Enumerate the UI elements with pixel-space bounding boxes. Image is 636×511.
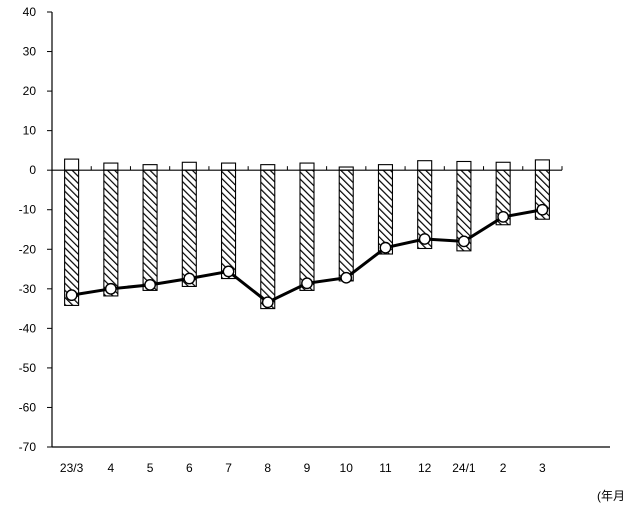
line-marker	[301, 277, 313, 290]
x-tick-label: 3	[539, 461, 546, 475]
x-tick-label: 12	[418, 461, 432, 475]
line-marker	[183, 272, 196, 285]
hatched-bar	[142, 169, 158, 291]
x-tick-label: 4	[108, 461, 115, 475]
white-bar	[534, 159, 550, 171]
x-tick-label: 23/3	[60, 461, 84, 475]
x-tick-label: 7	[225, 461, 232, 475]
line-marker	[104, 282, 117, 295]
white-bar	[377, 164, 394, 171]
line-marker	[261, 296, 274, 309]
x-tick-label: 8	[264, 461, 271, 475]
y-axis-tick-labels: 40 30 20 10 0 -10 -20 -30 -40 -50 -60 -70	[19, 5, 37, 454]
y-tick-label: -20	[19, 242, 37, 256]
line-marker	[458, 235, 470, 248]
y-tick-label: -40	[19, 321, 37, 335]
white-bar	[456, 160, 472, 171]
y-tick-label: 20	[23, 84, 37, 98]
y-tick-label: -50	[19, 361, 37, 375]
white-bar	[299, 162, 315, 171]
white-bar	[220, 162, 237, 171]
y-tick-label: 30	[23, 45, 37, 59]
white-bars	[64, 158, 550, 171]
line-marker	[497, 210, 510, 223]
x-axis-tick-labels: 23/3 4 5 6 7 8 9 10 11 12 24/1 2 3	[60, 461, 546, 475]
white-bar	[260, 164, 276, 171]
hatched-bar	[64, 169, 80, 306]
white-bar	[417, 160, 433, 171]
line-marker	[536, 203, 549, 216]
white-bar	[142, 164, 158, 171]
x-tick-label: 2	[500, 461, 507, 475]
x-tick-label: 9	[304, 461, 311, 475]
y-tick-label: -10	[19, 203, 37, 217]
line-marker	[418, 233, 431, 245]
y-tick-label: 40	[23, 5, 37, 19]
hatched-bar	[220, 169, 237, 280]
x-tick-label: 6	[186, 461, 193, 475]
y-tick-label: -70	[19, 440, 37, 454]
hatched-bar	[299, 169, 315, 291]
x-tick-label: 11	[379, 461, 392, 475]
y-tick-label: 10	[23, 124, 37, 138]
x-unit-label: (年月	[597, 489, 625, 503]
line-marker	[65, 289, 78, 302]
y-tick-label: 0	[29, 163, 36, 177]
hatched-bar	[181, 169, 197, 287]
line-markers	[65, 203, 549, 309]
line-marker	[144, 278, 156, 291]
line-marker	[379, 241, 392, 254]
hatched-bar	[338, 169, 354, 282]
hatched-bar	[260, 169, 276, 310]
white-bar	[103, 162, 119, 171]
hatched-bar	[103, 169, 119, 297]
y-axis-ticks	[47, 11, 52, 448]
y-tick-label: -30	[19, 282, 37, 296]
x-tick-label: 5	[147, 461, 154, 475]
hatched-bars	[64, 169, 550, 310]
line-marker	[222, 265, 235, 278]
white-bar	[64, 158, 80, 171]
line-marker	[340, 271, 353, 284]
y-tick-label: -60	[19, 400, 37, 414]
white-bar	[495, 161, 511, 171]
x-tick-label: 10	[340, 461, 354, 475]
hatched-bar	[377, 169, 394, 255]
x-tick-label: 24/1	[452, 461, 476, 475]
white-bar	[181, 161, 197, 171]
zero-axis-ticks	[90, 166, 563, 171]
